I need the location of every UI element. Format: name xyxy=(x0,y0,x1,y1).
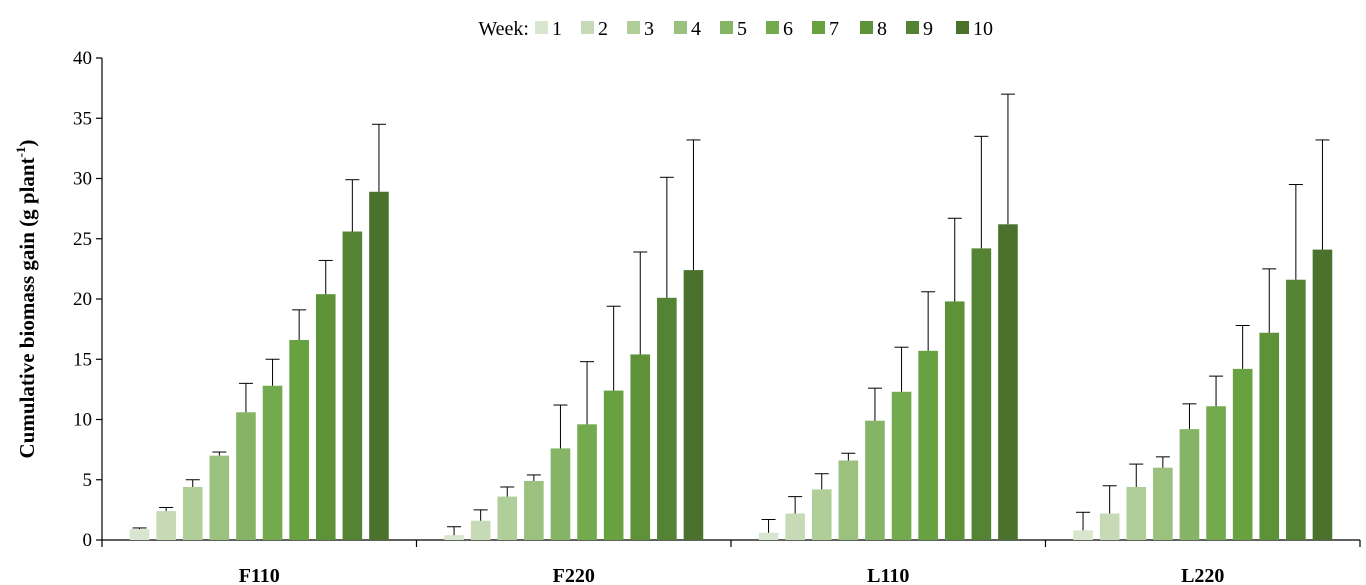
legend-swatch xyxy=(956,21,969,34)
bar xyxy=(785,513,805,540)
legend-label: 7 xyxy=(829,18,839,40)
bar xyxy=(1179,429,1200,540)
bar xyxy=(603,390,624,540)
bar xyxy=(811,489,832,540)
legend-label: 10 xyxy=(973,18,993,40)
y-tick-label: 0 xyxy=(83,530,93,551)
bar xyxy=(369,191,389,540)
x-category-label: L110 xyxy=(867,565,909,585)
bar xyxy=(1312,249,1333,540)
legend-label: 6 xyxy=(783,18,793,40)
bar xyxy=(838,460,859,540)
bar xyxy=(657,297,677,540)
bar xyxy=(497,496,518,540)
legend-label: 2 xyxy=(598,18,608,40)
bar xyxy=(182,486,203,540)
legend-swatch xyxy=(766,21,779,34)
legend-label: 5 xyxy=(737,18,747,40)
bar xyxy=(470,520,491,540)
legend-swatch xyxy=(720,21,733,34)
bar xyxy=(918,350,938,540)
bar xyxy=(758,532,779,540)
y-tick-label: 20 xyxy=(73,289,92,310)
legend-swatch xyxy=(906,21,919,34)
legend: Week: 1 2 3 4 5 6 7 8 9 10 xyxy=(478,18,993,40)
bar xyxy=(683,270,704,540)
y-tick-label: 10 xyxy=(73,410,92,431)
bar xyxy=(315,294,336,540)
legend-swatch xyxy=(581,21,594,34)
bar xyxy=(342,231,363,540)
y-axis-label: Cumulative biomass gain (g plant-1) xyxy=(13,140,39,459)
x-category-label: L220 xyxy=(1181,565,1224,585)
bar xyxy=(630,354,651,540)
x-category-label: F110 xyxy=(239,565,280,585)
bar xyxy=(944,301,965,540)
legend-swatch xyxy=(627,21,640,34)
bar xyxy=(1286,279,1306,540)
bar xyxy=(1073,530,1093,540)
bar xyxy=(1259,332,1280,540)
bar xyxy=(156,511,176,540)
bar xyxy=(262,385,283,540)
bar xyxy=(1126,486,1147,540)
bar xyxy=(129,529,150,540)
bar xyxy=(209,455,230,540)
legend-swatch xyxy=(812,21,825,34)
legend-swatch xyxy=(674,21,687,34)
bar xyxy=(289,339,309,540)
y-tick-label: 5 xyxy=(83,470,93,491)
plot-area: 0 5 10 15 20 25 30 35 40 F110 F220 L110 L220 xyxy=(73,48,1361,585)
bar xyxy=(1206,406,1226,540)
bar xyxy=(444,535,464,540)
legend-label: 9 xyxy=(923,18,933,40)
legend-label: 4 xyxy=(691,18,701,40)
legend-swatch xyxy=(535,21,548,34)
y-tick-label: 25 xyxy=(73,229,92,250)
legend-swatch xyxy=(860,21,873,34)
legend-title: Week: xyxy=(478,18,529,40)
bar xyxy=(577,424,597,540)
y-tick-label: 40 xyxy=(73,48,92,69)
x-category-label: F220 xyxy=(553,565,595,585)
bar xyxy=(236,412,256,540)
y-tick-label: 35 xyxy=(73,108,92,129)
bar xyxy=(1099,513,1120,540)
bar xyxy=(891,391,912,540)
y-tick-label: 15 xyxy=(73,349,92,370)
bar xyxy=(998,224,1018,541)
legend-label: 8 xyxy=(877,18,887,40)
bar xyxy=(1153,467,1173,540)
bar xyxy=(550,448,571,540)
bar xyxy=(1232,368,1253,540)
bar xyxy=(865,420,885,540)
bar xyxy=(971,248,992,540)
legend-label: 1 xyxy=(552,18,562,40)
bar xyxy=(524,480,544,540)
y-tick-label: 30 xyxy=(73,169,92,190)
legend-label: 3 xyxy=(644,18,654,40)
